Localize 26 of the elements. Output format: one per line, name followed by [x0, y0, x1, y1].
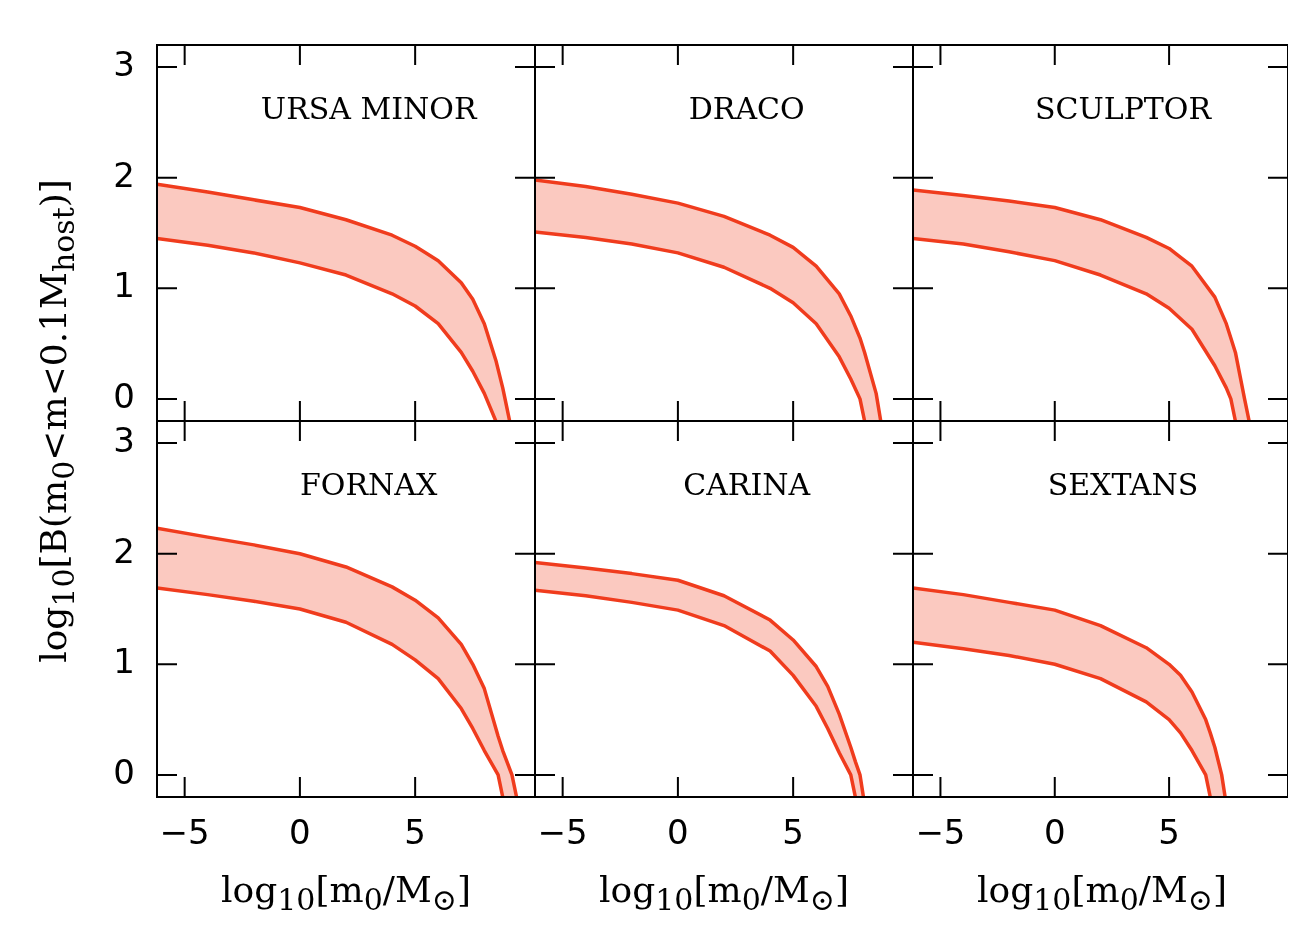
- y-tick-label: 1: [113, 265, 135, 306]
- x-tick-label: −5: [159, 812, 210, 853]
- x-tick-label: 0: [1043, 812, 1066, 853]
- y-tick-label: 1: [113, 641, 135, 682]
- x-axis-title: log$_{10}$[m$_{0}$/M$_{⊙}$]: [976, 869, 1228, 918]
- x-tick-label: 5: [782, 812, 804, 853]
- x-tick-label: −5: [915, 812, 966, 853]
- text: DRACO: [688, 90, 805, 126]
- text: SEXTANS: [1047, 466, 1199, 502]
- x-tick-label: 0: [289, 812, 311, 853]
- y-tick-label: 2: [113, 154, 135, 195]
- text: URSA MINOR: [260, 90, 478, 126]
- x-tick-label: 5: [404, 812, 426, 853]
- x-tick-label: 5: [1158, 812, 1180, 853]
- x-axis-title: log$_{10}$[m$_{0}$/M$_{⊙}$]: [598, 869, 850, 918]
- y-tick-label: 0: [113, 375, 135, 416]
- y-tick-label: 3: [113, 419, 135, 460]
- text: CARINA: [683, 466, 811, 502]
- y-tick-label: 0: [113, 751, 135, 792]
- x-tick-label: 0: [667, 812, 689, 853]
- text: FORNAX: [300, 466, 438, 502]
- y-tick-label: 2: [113, 530, 135, 571]
- text: SCULPTOR: [1034, 90, 1213, 126]
- y-tick-label: 3: [113, 43, 135, 84]
- x-axis-title: log$_{10}$[m$_{0}$/M$_{⊙}$]: [220, 869, 472, 918]
- x-tick-label: −5: [537, 812, 588, 853]
